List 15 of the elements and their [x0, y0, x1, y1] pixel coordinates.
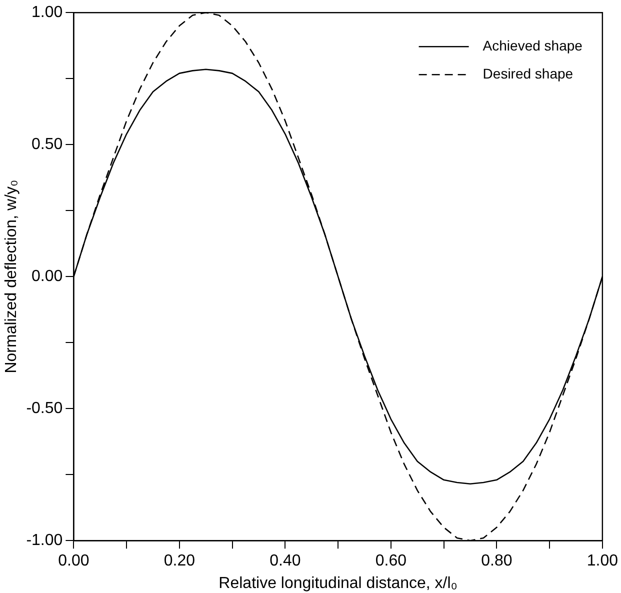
y-tick-label: 0.50	[32, 136, 63, 154]
x-axis-title: Relative longitudinal distance, x/l₀	[218, 574, 458, 592]
y-axis-title: Normalized deflection, w/y₀	[3, 180, 20, 374]
x-tick-label: 1.00	[586, 552, 618, 570]
legend-label: Desired shape	[482, 65, 574, 82]
x-tick-label: 0.60	[375, 552, 407, 570]
x-tick-label: 0.00	[58, 552, 90, 570]
x-tick-label: 0.80	[481, 552, 512, 570]
y-tick-label: 1.00	[32, 4, 63, 22]
x-tick-label: 0.40	[270, 552, 301, 570]
legend-label: Achieved shape	[482, 37, 583, 54]
x-tick-label: 0.20	[164, 552, 196, 570]
y-tick-label: 0.00	[32, 268, 63, 286]
y-tick-label: -0.50	[26, 400, 63, 418]
y-tick-label: -1.00	[26, 532, 63, 550]
